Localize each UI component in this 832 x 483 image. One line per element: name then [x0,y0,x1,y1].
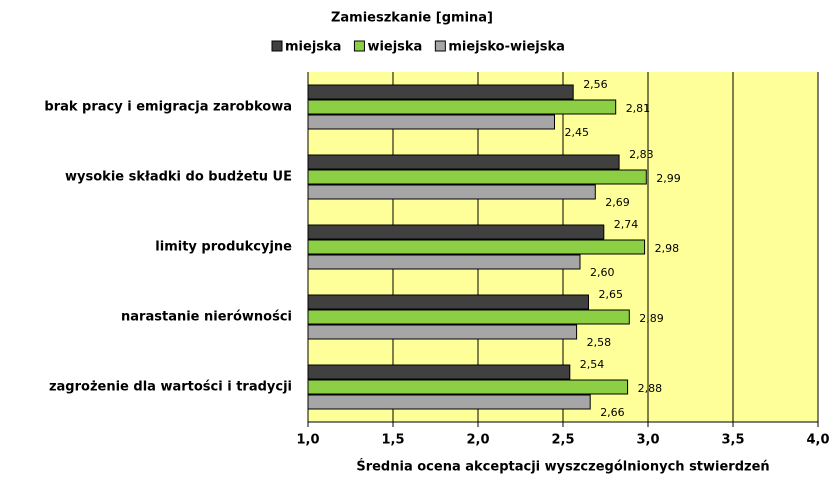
data-label: 2,99 [656,172,681,185]
x-tick-label: 2,0 [466,433,489,448]
data-label: 2,65 [599,288,624,301]
bar [307,184,596,200]
data-label: 2,83 [629,148,654,161]
legend-swatch [271,40,283,52]
bar [307,364,571,380]
data-label: 2,89 [639,312,664,325]
x-tick-label: 1,0 [296,433,319,448]
bar [307,379,629,395]
data-label: 2,98 [655,242,680,255]
x-tick-label: 4,0 [806,433,829,448]
x-axis-label: Średnia ocena akceptacji wyszczególniony… [356,459,769,475]
bar [307,154,620,170]
y-tick-label: limity produkcyjne [155,240,292,255]
data-label: 2,56 [583,78,608,91]
bar [307,224,605,240]
chart-title: Zamieszkanie [gmina] [331,11,493,26]
data-label: 2,58 [587,336,612,349]
bar [307,99,617,115]
data-label: 2,88 [638,382,663,395]
legend-label: miejska [285,40,341,55]
y-tick-label: zagrożenie dla wartości i tradycji [49,380,292,395]
x-tick-label: 3,0 [636,433,659,448]
data-label: 2,66 [600,406,625,419]
legend-label: wiejska [367,40,422,55]
x-tick-label: 3,5 [721,433,744,448]
data-label: 2,74 [614,218,639,231]
bar [307,294,589,310]
legend-swatch [353,40,365,52]
bar [307,114,555,130]
y-tick-label: brak pracy i emigracja zarobkowa [44,100,292,115]
y-tick-label: narastanie nierówności [121,310,292,325]
data-label: 2,60 [590,266,615,279]
bar [307,169,647,185]
bar [307,309,630,325]
bar [307,324,578,340]
data-label: 2,45 [565,126,590,139]
data-label: 2,54 [580,358,605,371]
bar [307,84,574,100]
bar [307,254,581,270]
bar [307,394,591,410]
y-tick-label: wysokie składki do budżetu UE [65,170,292,185]
data-label: 2,69 [605,196,630,209]
bar [307,239,646,255]
legend-label: miejsko-wiejska [448,40,565,55]
legend-swatch [434,40,446,52]
data-label: 2,81 [626,102,651,115]
x-tick-label: 1,5 [381,433,404,448]
x-tick-label: 2,5 [551,433,574,448]
